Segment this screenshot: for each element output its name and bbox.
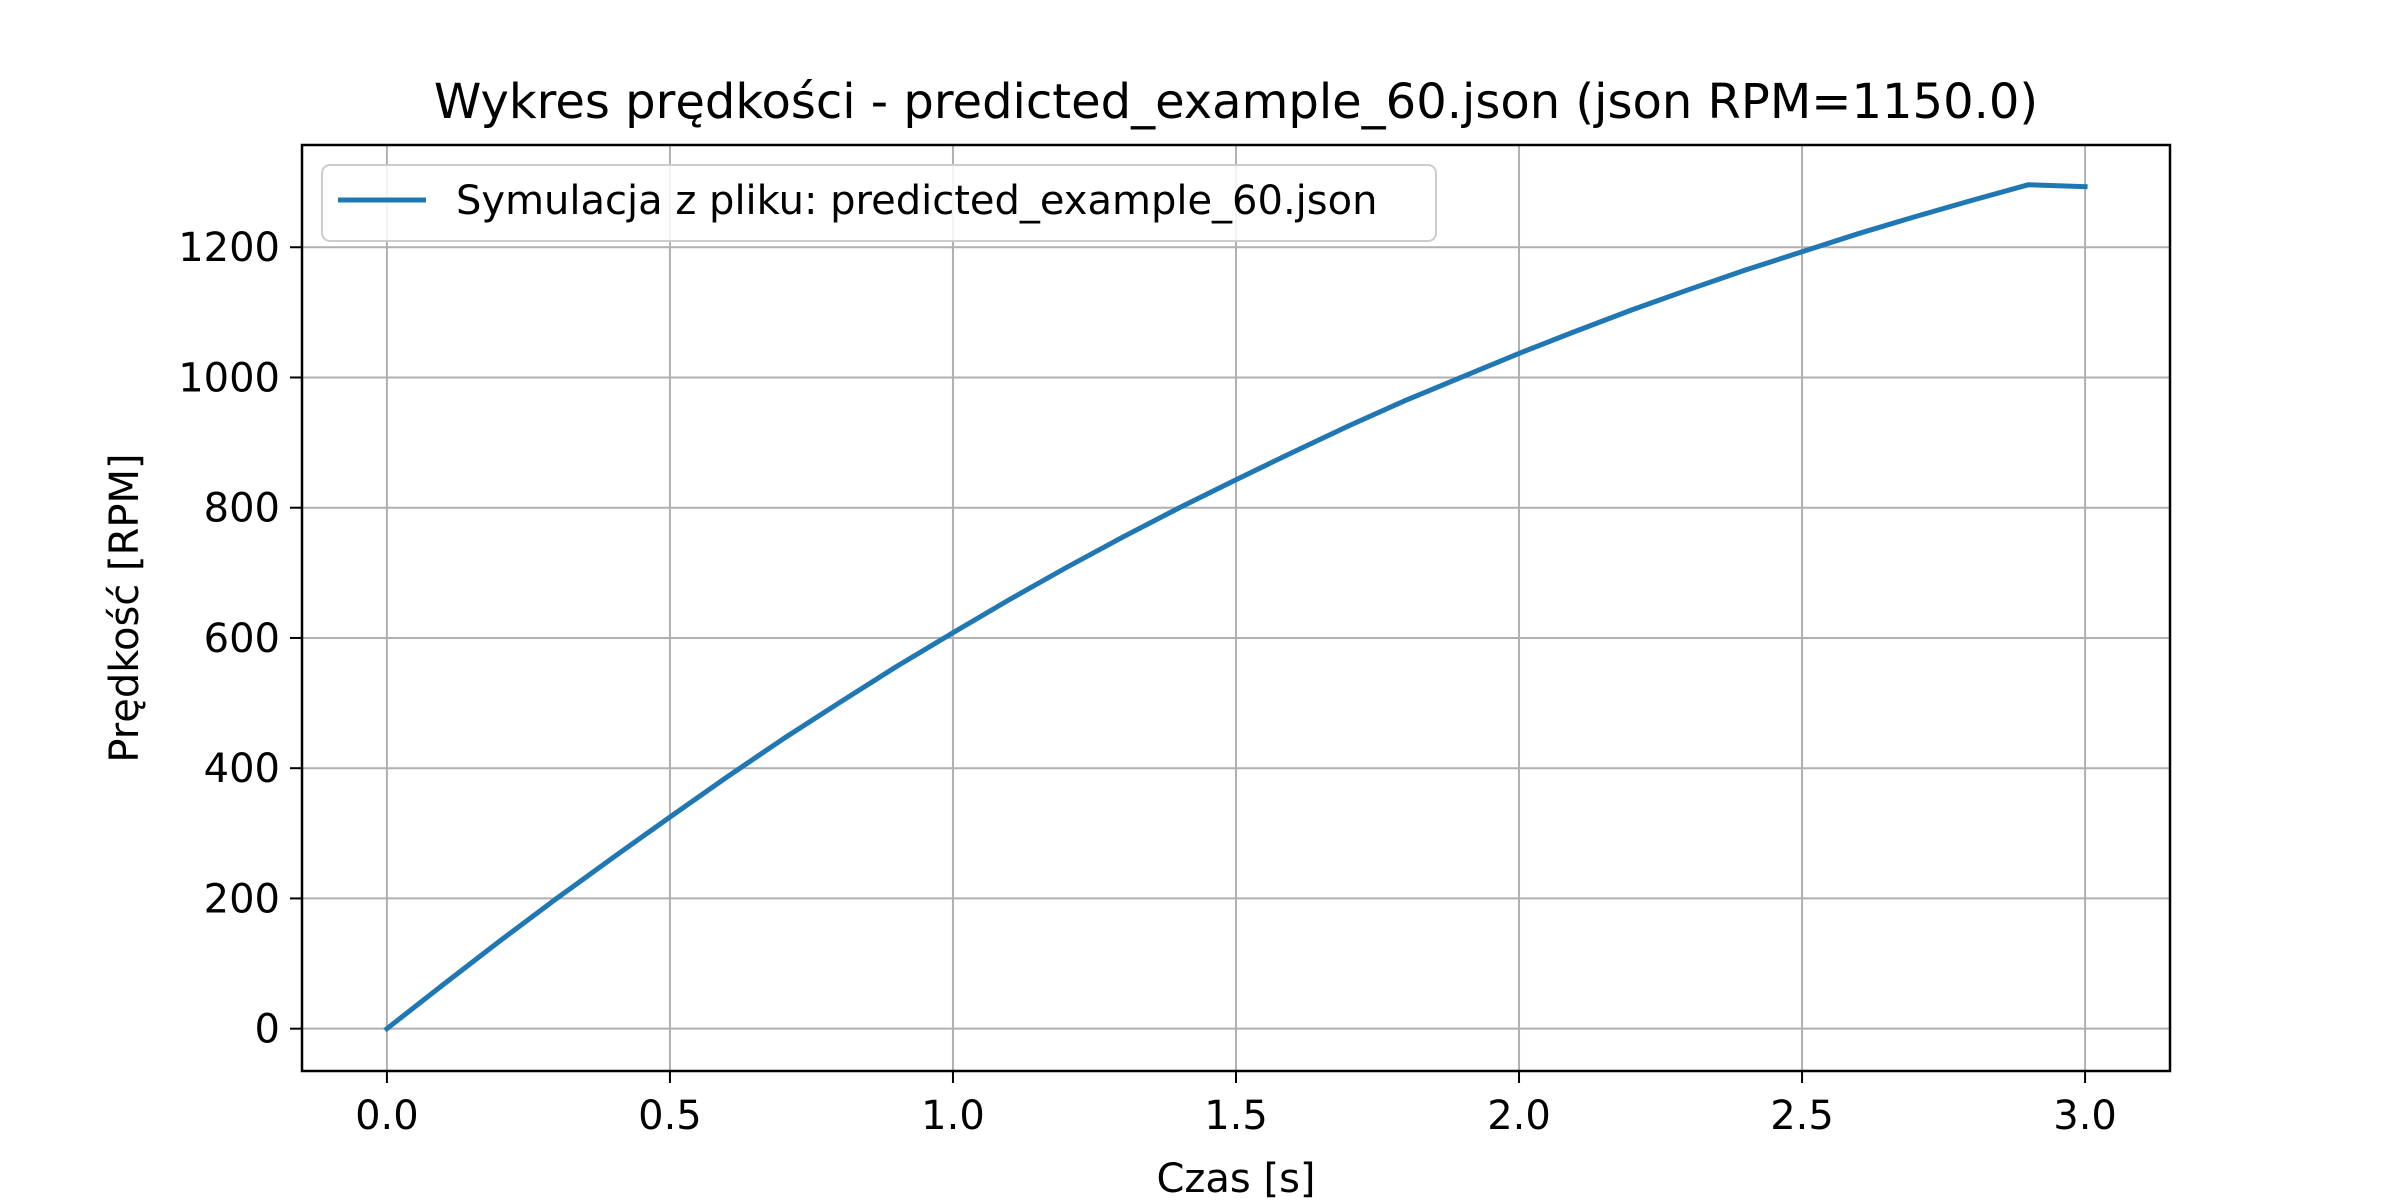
y-axis-label: Prędkość [RPM] bbox=[102, 453, 148, 762]
y-tick-label: 0 bbox=[255, 1007, 280, 1053]
y-tick-label: 400 bbox=[204, 746, 280, 792]
series-line bbox=[383, 182, 2088, 1033]
legend: Symulacja z pliku: predicted_example_60.… bbox=[321, 164, 1437, 242]
y-tick-label: 800 bbox=[204, 486, 280, 532]
y-tick-label: 200 bbox=[204, 876, 280, 922]
x-tick-label: 0.5 bbox=[638, 1093, 702, 1139]
legend-label: Symulacja z pliku: predicted_example_60.… bbox=[456, 178, 1377, 224]
y-tick-label: 600 bbox=[204, 616, 280, 662]
x-tick-label: 0.0 bbox=[355, 1093, 419, 1139]
y-tick-label: 1200 bbox=[178, 225, 280, 271]
x-tick-label: 1.0 bbox=[921, 1093, 985, 1139]
legend-box bbox=[321, 164, 1437, 242]
x-tick-label: 3.0 bbox=[2053, 1093, 2117, 1139]
x-tick-label: 2.0 bbox=[1487, 1093, 1551, 1139]
grid-lines bbox=[302, 145, 2170, 1071]
x-tick-label: 2.5 bbox=[1770, 1093, 1834, 1139]
x-tick-label: 1.5 bbox=[1204, 1093, 1268, 1139]
x-axis-label: Czas [s] bbox=[1156, 1156, 1315, 1200]
chart-title: Wykres prędkości - predicted_example_60.… bbox=[434, 74, 2038, 130]
series-layer bbox=[383, 182, 2088, 1033]
y-tick-label: 1000 bbox=[178, 355, 280, 401]
tick-layer: 0.0 0.5 1.0 1.5 2.0 2.5 3.0 0 200 400 600 800 1000 12… bbox=[178, 225, 2117, 1139]
